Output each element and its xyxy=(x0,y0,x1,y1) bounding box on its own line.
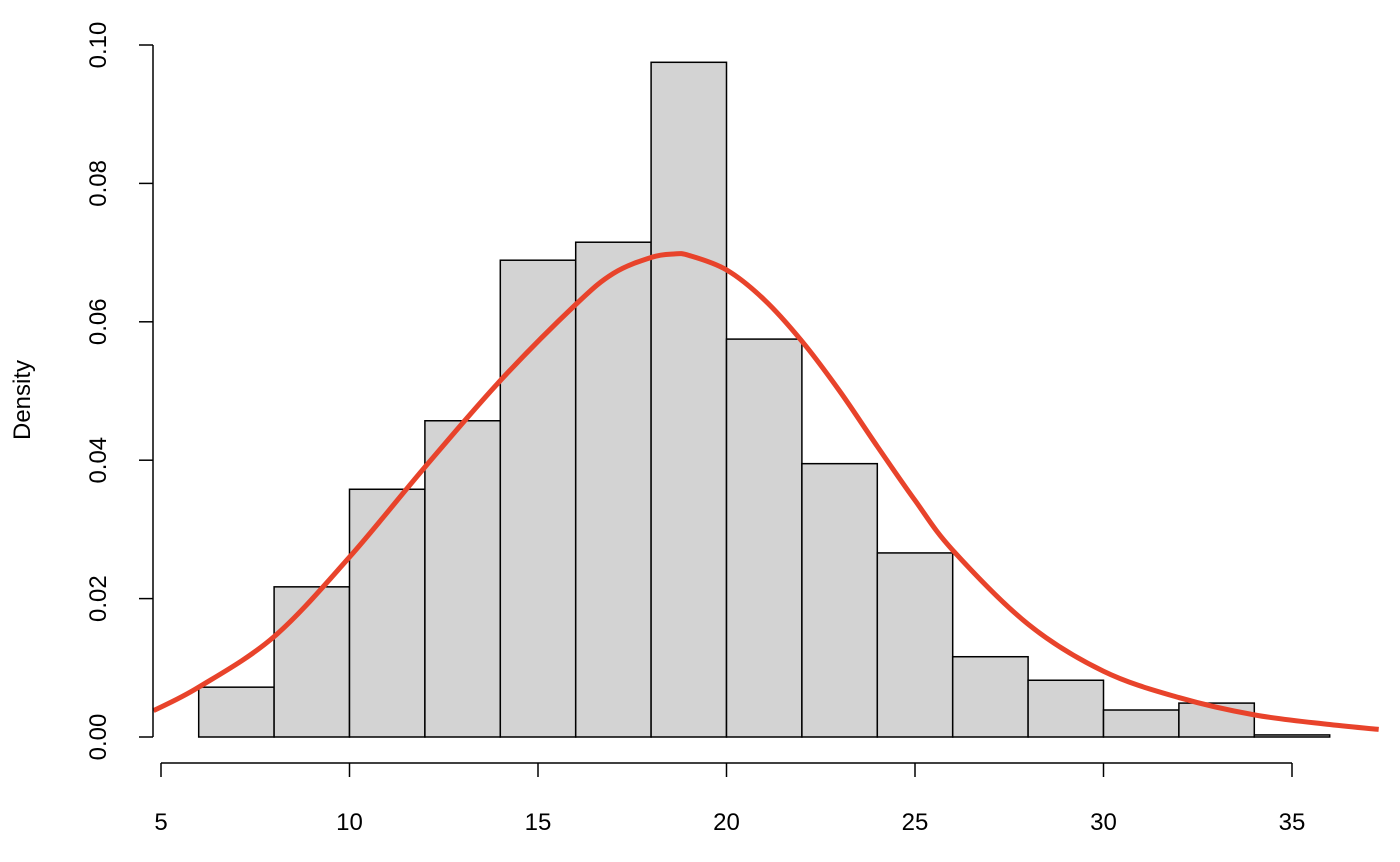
histogram-bar xyxy=(273,586,351,738)
y-axis-label: Density xyxy=(9,360,36,440)
y-tick-label: 0.02 xyxy=(85,575,112,622)
histogram-bar xyxy=(1253,734,1331,738)
histogram-bar xyxy=(725,338,803,738)
y-tick-label: 0.00 xyxy=(85,714,112,761)
y-axis: 0.00 0.02 0.04 0.06 0.08 0.10 xyxy=(85,22,154,761)
histogram-bar xyxy=(951,655,1029,738)
y-tick-label: 0.10 xyxy=(85,22,112,69)
histogram-bar xyxy=(650,61,728,738)
histogram-bar xyxy=(424,420,502,738)
x-tick-label: 10 xyxy=(336,809,363,836)
x-axis: 5 10 15 20 25 30 35 xyxy=(154,762,1306,836)
density-curve xyxy=(152,251,1379,732)
histogram-bar xyxy=(574,241,652,738)
histogram-bar xyxy=(499,259,577,738)
y-tick-label: 0.08 xyxy=(85,160,112,207)
histogram-bar xyxy=(801,462,879,738)
y-tick-label: 0.06 xyxy=(85,298,112,345)
histogram-bar xyxy=(1027,679,1105,738)
x-tick-label: 15 xyxy=(525,809,552,836)
x-tick-label: 30 xyxy=(1090,809,1117,836)
histogram-bar xyxy=(197,686,275,738)
histogram-bars xyxy=(197,61,1331,738)
x-tick-label: 5 xyxy=(154,809,167,836)
x-tick-label: 25 xyxy=(902,809,929,836)
histogram-bar xyxy=(1102,709,1180,738)
x-tick-label: 20 xyxy=(713,809,740,836)
histogram-bar xyxy=(348,488,426,738)
histogram-bar xyxy=(876,552,954,738)
x-tick-label: 35 xyxy=(1279,809,1306,836)
y-tick-label: 0.04 xyxy=(85,437,112,484)
